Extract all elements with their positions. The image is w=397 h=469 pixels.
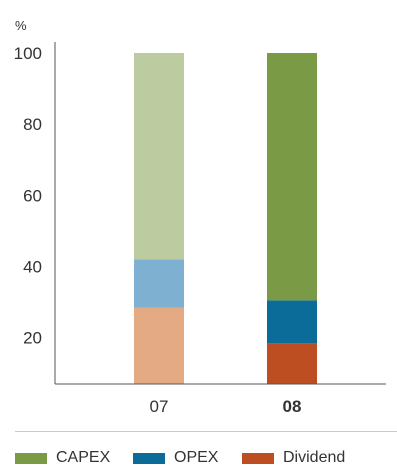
legend-divider [15, 431, 397, 432]
bars [134, 53, 317, 384]
bar-dividend-08 [267, 343, 317, 384]
x-axis-labels: 07 08 [150, 397, 302, 416]
legend-swatch [242, 452, 274, 464]
bar-capex-08 [267, 53, 317, 301]
bar-capex-07 [134, 53, 184, 260]
legend-swatch [133, 452, 165, 464]
legend-label: CAPEX [56, 449, 111, 466]
legend: CAPEX OPEX Dividend [15, 448, 395, 468]
bar-dividend-07 [134, 307, 184, 384]
legend-swatch [15, 452, 47, 464]
legend-item-dividend: Dividend [242, 448, 345, 468]
y-unit-label: % [15, 18, 27, 33]
x-tick-label: 08 [283, 397, 302, 416]
legend-label: Dividend [283, 449, 346, 466]
chart: % 100 80 60 40 20 07 08 [14, 18, 386, 416]
y-tick-label: 20 [23, 329, 42, 348]
legend-label: OPEX [174, 449, 219, 466]
y-tick-label: 40 [23, 258, 42, 277]
y-axis-ticks: 100 80 60 40 20 [14, 44, 42, 348]
bar-opex-07 [134, 259, 184, 308]
y-tick-label: 60 [23, 186, 42, 205]
legend-item-opex: OPEX [133, 448, 218, 468]
y-tick-label: 80 [23, 115, 42, 134]
legend-item-capex: CAPEX [15, 448, 110, 468]
y-tick-label: 100 [14, 44, 42, 63]
bar-opex-08 [267, 300, 317, 344]
x-tick-label: 07 [150, 397, 169, 416]
